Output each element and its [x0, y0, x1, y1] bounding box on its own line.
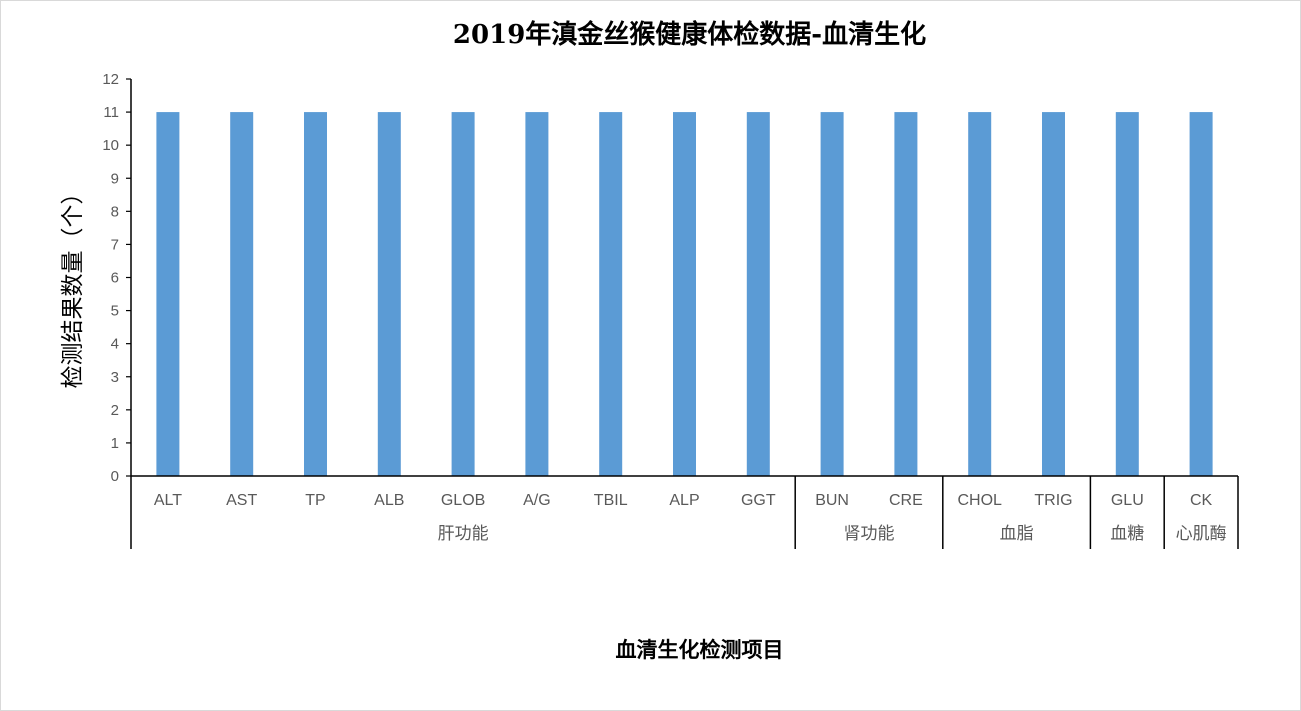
bar: [525, 112, 549, 476]
y-tick-label: 8: [111, 203, 119, 220]
x-category-label: TP: [305, 492, 325, 509]
bar: [156, 112, 180, 476]
chart-title: 2019年滇金丝猴健康体检数据-血清生化: [452, 20, 927, 50]
y-tick-label: 1: [111, 435, 119, 452]
x-category-label: CHOL: [957, 492, 1002, 509]
bar: [820, 112, 844, 476]
x-category-label: ALT: [154, 492, 182, 509]
x-category-label: GLOB: [441, 492, 485, 509]
bar: [1115, 112, 1139, 476]
x-category-label: GLU: [1111, 492, 1144, 509]
y-tick-label: 0: [111, 468, 119, 485]
bar: [599, 112, 623, 476]
x-category-label: ALP: [669, 492, 699, 509]
x-category-label: BUN: [815, 492, 849, 509]
x-group-label: 血脂: [1000, 524, 1034, 544]
y-tick-label: 3: [111, 369, 119, 386]
x-axis-title: 血清生化检测项目: [615, 637, 784, 662]
y-tick-label: 12: [102, 71, 119, 88]
bar: [968, 112, 992, 476]
bar: [673, 112, 696, 476]
x-category-label: A/G: [523, 492, 551, 509]
bar: [894, 112, 918, 476]
y-tick-label: 7: [111, 236, 119, 253]
bar: [304, 112, 327, 476]
x-category-label: TRIG: [1034, 492, 1072, 509]
y-tick-label: 10: [102, 137, 119, 154]
y-tick-label: 4: [111, 336, 119, 353]
bar: [1189, 112, 1213, 476]
x-category-label: AST: [226, 492, 257, 509]
y-tick-label: 2: [111, 402, 119, 419]
x-category-label: TBIL: [594, 492, 628, 509]
x-category-label: ALB: [374, 492, 404, 509]
x-group-label: 肾功能: [844, 524, 895, 544]
x-category-label: GGT: [741, 492, 776, 509]
x-category-label: CRE: [889, 492, 923, 509]
x-group-label: 心肌酶: [1176, 524, 1227, 544]
bar: [746, 112, 770, 476]
x-group-label: 肝功能: [438, 524, 489, 544]
bar: [451, 112, 475, 476]
y-tick-label: 5: [111, 303, 119, 320]
y-tick-label: 9: [111, 170, 119, 187]
x-group-label: 血糖: [1110, 524, 1144, 544]
y-tick-label: 11: [103, 104, 119, 121]
bar: [230, 112, 254, 476]
bar: [377, 112, 401, 476]
y-tick-label: 6: [111, 270, 119, 287]
bar: [1042, 112, 1065, 476]
x-category-label: CK: [1190, 492, 1213, 509]
